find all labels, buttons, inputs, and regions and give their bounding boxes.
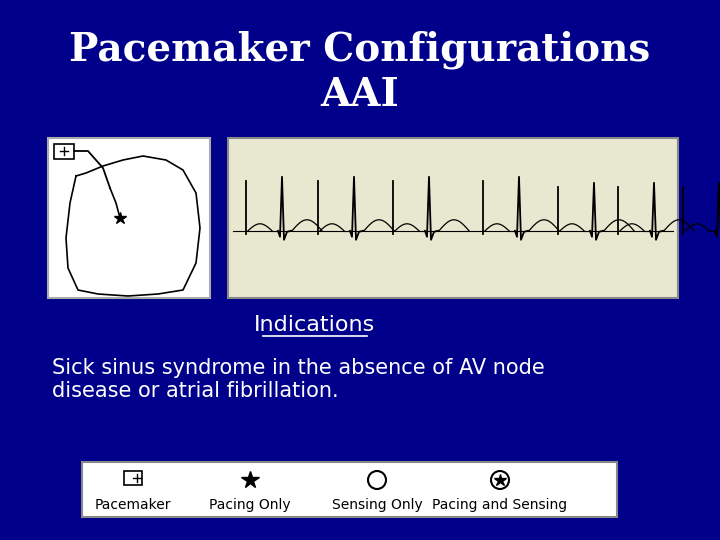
Text: Indications: Indications xyxy=(254,315,376,335)
Text: Pacemaker Configurations: Pacemaker Configurations xyxy=(69,31,651,69)
Bar xyxy=(82,462,617,517)
Text: Pacemaker: Pacemaker xyxy=(95,498,171,512)
Bar xyxy=(48,138,210,298)
Text: Sick sinus syndrome in the absence of AV node
disease or atrial fibrillation.: Sick sinus syndrome in the absence of AV… xyxy=(52,358,545,401)
Bar xyxy=(124,471,142,485)
Bar xyxy=(54,144,74,159)
Text: AAI: AAI xyxy=(320,76,400,114)
Text: Pacing Only: Pacing Only xyxy=(210,498,291,512)
Bar xyxy=(228,138,678,298)
Text: Sensing Only: Sensing Only xyxy=(332,498,423,512)
Circle shape xyxy=(491,471,509,489)
Text: Pacing and Sensing: Pacing and Sensing xyxy=(433,498,567,512)
Circle shape xyxy=(368,471,386,489)
